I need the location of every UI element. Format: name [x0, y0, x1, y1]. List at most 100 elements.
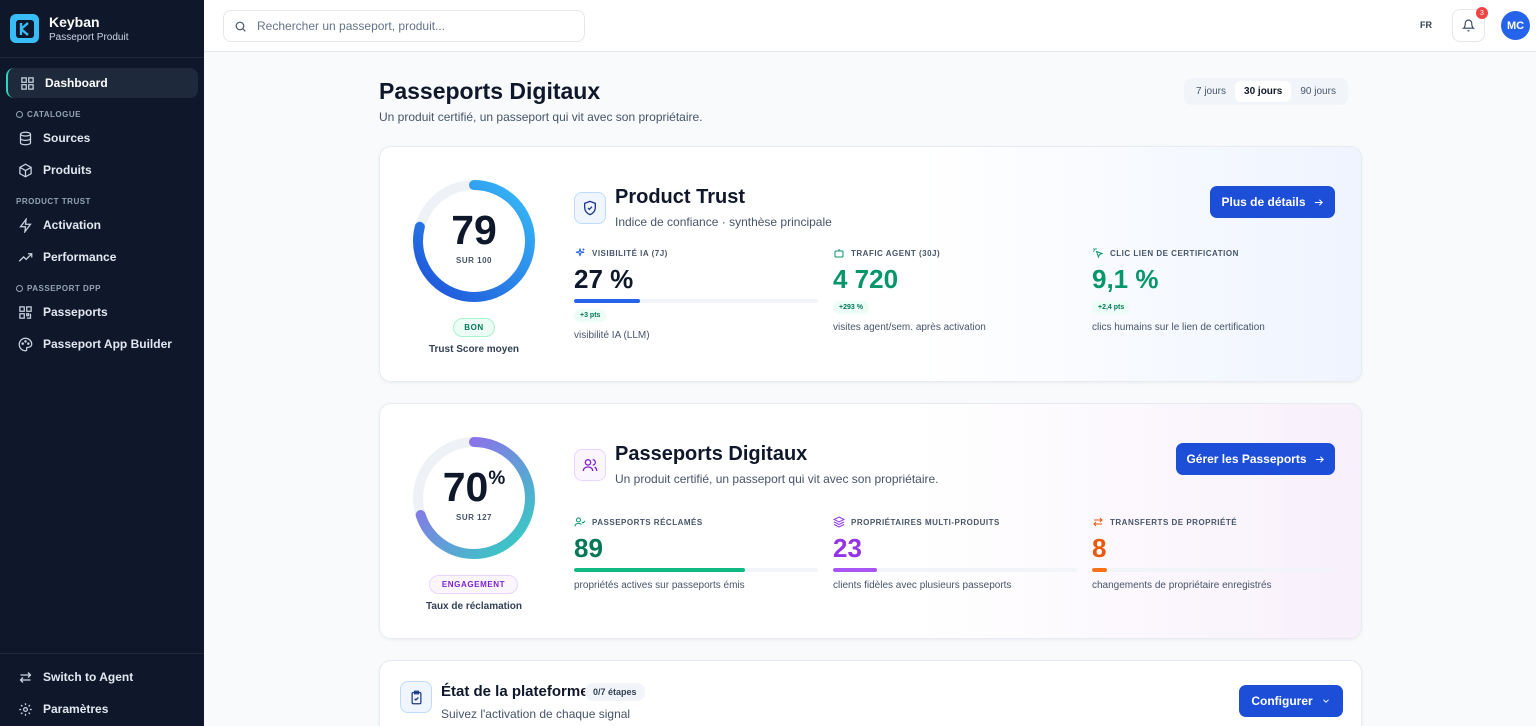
sidebar-section-catalogue: CATALOGUE [6, 100, 198, 123]
metric-description: visibilité IA (LLM) [574, 330, 650, 341]
metric-label: PASSEPORTS RÉCLAMÉS [592, 517, 703, 527]
metric-certification-click: CLIC LIEN DE CERTIFICATION 9,1 % +2,4 pt… [1092, 247, 1336, 333]
sidebar-item-label: Passeport App Builder [43, 337, 172, 351]
sidebar-item-label: Activation [43, 218, 102, 232]
progress-bar-fill [1092, 568, 1107, 572]
language-switcher[interactable]: FR [1420, 20, 1432, 30]
user-check-icon [574, 517, 586, 527]
manage-passports-button[interactable]: Gérer les Passeports [1176, 443, 1335, 475]
page-title: Passeports Digitaux [379, 78, 601, 104]
progress-bar-fill [574, 568, 745, 572]
trust-score-sub: SUR 100 [456, 256, 492, 265]
metric-ownership-transfers: TRANSFERTS DE PROPRIÉTÉ 8 changements de… [1092, 516, 1336, 591]
metric-description: changements de propriétaire enregistrés [1092, 580, 1272, 591]
sidebar-item-passeport-app-builder[interactable]: Passeport App Builder [6, 329, 198, 359]
sidebar-item-switch-to-agent[interactable]: Switch to Agent [6, 662, 198, 692]
progress-bar [1092, 568, 1336, 572]
range-90-days[interactable]: 90 jours [1300, 86, 1336, 97]
page-subtitle: Un produit certifié, un passeport qui vi… [379, 110, 703, 124]
sidebar-nav: Dashboard CATALOGUE Sources Produits PRO… [0, 58, 204, 359]
button-label: Configurer [1251, 694, 1313, 708]
sidebar-item-produits[interactable]: Produits [6, 155, 198, 185]
button-label: Gérer les Passeports [1186, 452, 1307, 466]
steps-badge: 0/7 étapes [585, 683, 645, 701]
arrow-right-icon [1314, 198, 1323, 206]
progress-bar [574, 568, 818, 572]
platform-status-subtitle: Suivez l'activation de chaque signal [441, 707, 631, 721]
bot-icon [834, 249, 844, 258]
zap-icon [19, 217, 32, 233]
sidebar-section-product-trust: PRODUCT TRUST [16, 197, 91, 206]
search-input[interactable] [257, 19, 557, 33]
metric-label: CLIC LIEN DE CERTIFICATION [1110, 248, 1239, 258]
metric-label: TRAFIC AGENT (30J) [851, 248, 941, 258]
sidebar-item-label: Paramètres [43, 702, 109, 716]
sidebar-item-parametres[interactable]: Paramètres [6, 694, 198, 724]
dashboard-icon [21, 76, 34, 90]
card-title: Product Trust [615, 186, 746, 208]
progress-bar [833, 568, 1077, 572]
time-range-selector: 7 jours 30 jours 90 jours [1184, 78, 1348, 105]
trust-score-caption: Trust Score moyen [428, 344, 520, 355]
sidebar-item-performance[interactable]: Performance [6, 242, 198, 272]
notification-badge: 3 [1476, 7, 1488, 19]
sidebar-item-label: Dashboard [45, 76, 108, 90]
claim-rate-value: 70% [442, 464, 506, 510]
users-icon [574, 449, 606, 481]
metric-description: visites agent/sem. après activation [833, 322, 986, 333]
metric-label: TRANSFERTS DE PROPRIÉTÉ [1110, 517, 1238, 527]
bell-icon [1462, 19, 1475, 32]
sidebar-bottom: Switch to Agent Paramètres [0, 653, 204, 726]
sidebar-item-activation[interactable]: Activation [6, 210, 198, 240]
transfer-icon [1093, 517, 1103, 527]
product-trust-card: 79 SUR 100 BON Trust Score moyen Product… [379, 146, 1362, 382]
keyban-logo-icon [10, 14, 39, 43]
range-30-days[interactable]: 30 jours [1235, 81, 1292, 102]
progress-bar [574, 299, 818, 303]
sidebar-item-label: Switch to Agent [43, 670, 134, 684]
qr-code-icon [19, 305, 32, 319]
brand-name: Keyban [49, 14, 100, 30]
metric-label: VISIBILITÉ IA (7J) [592, 248, 668, 258]
sidebar-item-label: Passeports [43, 305, 108, 319]
clipboard-check-icon [400, 681, 432, 713]
metric-description: propriétés actives sur passeports émis [574, 580, 745, 591]
search-icon [235, 21, 246, 32]
metric-value: 23 [833, 533, 862, 563]
package-icon [19, 163, 32, 177]
platform-status-title: État de la plateforme [441, 683, 589, 700]
notifications-button[interactable]: 3 [1452, 7, 1488, 42]
metric-value: 8 [1092, 533, 1107, 563]
arrow-right-icon [1315, 455, 1324, 463]
metric-description: clients fidèles avec plusieurs passeport… [833, 580, 1012, 591]
trust-score-gauge [413, 180, 535, 302]
sidebar-item-sources[interactable]: Sources [6, 123, 198, 153]
shield-icon [574, 192, 606, 224]
metric-value: 27 % [574, 264, 634, 294]
chevron-down-icon [1322, 699, 1329, 703]
more-details-button[interactable]: Plus de détails [1210, 186, 1335, 218]
claim-rate-sub: SUR 127 [456, 513, 492, 522]
layers-icon [833, 516, 845, 528]
configure-button[interactable]: Configurer [1239, 685, 1343, 717]
sidebar-item-dashboard[interactable]: Dashboard [6, 68, 198, 98]
sidebar-section-passeport-dpp: PASSEPORT DPP [6, 274, 198, 297]
brand[interactable]: Keyban Passeport Produit [0, 0, 204, 58]
delta-badge: +3 pts [574, 309, 607, 322]
platform-status-card: État de la plateforme 0/7 étapes Suivez … [379, 660, 1362, 726]
avatar[interactable]: MC [1501, 11, 1530, 40]
trending-up-icon [18, 252, 33, 262]
digital-passports-card: 70% SUR 127 ENGAGEMENT Taux de réclamati… [379, 403, 1362, 639]
metric-value: 4 720 [833, 264, 899, 294]
metric-ai-visibility: VISIBILITÉ IA (7J) 27 % +3 pts visibilit… [574, 247, 818, 341]
metric-value: 9,1 % [1092, 264, 1159, 294]
claim-rate-caption: Taux de réclamation [426, 601, 522, 612]
metric-multi-product-owners: PROPRIÉTAIRES MULTI-PRODUITS 23 clients … [833, 516, 1077, 591]
card-subtitle: Indice de confiance · synthèse principal… [615, 215, 832, 229]
sidebar-item-passeports[interactable]: Passeports [6, 297, 198, 327]
search-box[interactable] [223, 10, 585, 42]
range-7-days[interactable]: 7 jours [1196, 86, 1227, 97]
card-subtitle: Un produit certifié, un passeport qui vi… [615, 472, 939, 486]
card-title: Passeports Digitaux [615, 443, 808, 465]
trust-score-value: 79 [451, 207, 497, 253]
